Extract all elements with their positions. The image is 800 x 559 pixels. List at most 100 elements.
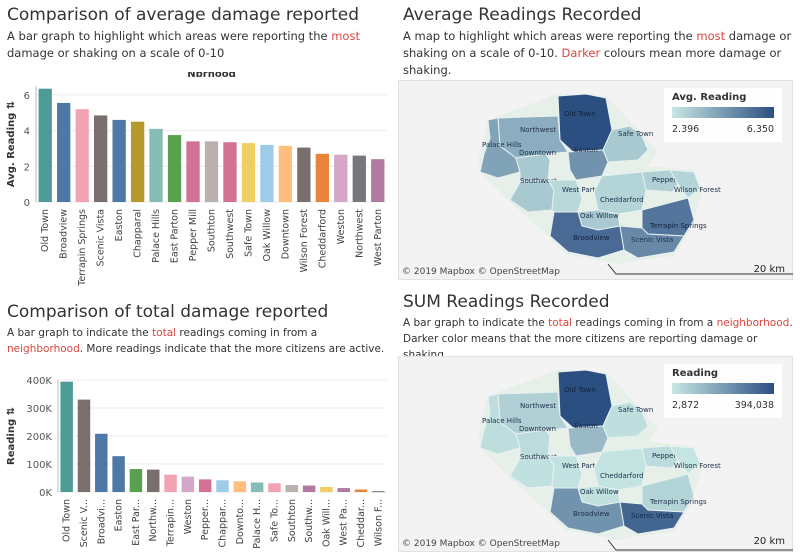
x-tick-label: Chappar... bbox=[218, 499, 229, 547]
x-tick-label: Chapparal bbox=[133, 209, 144, 258]
bar-northw- bbox=[147, 469, 160, 492]
x-tick-label: East Par... bbox=[131, 499, 142, 546]
map-region-label: Southwest bbox=[520, 453, 557, 461]
y-tick-label: 2 bbox=[24, 162, 30, 173]
map-region-wilson-forest[interactable] bbox=[669, 445, 701, 475]
bar-east-par- bbox=[129, 469, 143, 492]
bar-southton bbox=[285, 485, 298, 492]
avg-bar-title: Comparison of average damage reported bbox=[7, 5, 359, 25]
bar-safe-town bbox=[241, 143, 256, 202]
map-region-label: Old Town bbox=[564, 110, 596, 118]
bar-terrapin- bbox=[164, 474, 177, 492]
x-tick-label: Wilson Forest bbox=[299, 209, 310, 273]
map-region-label: Southwest bbox=[520, 177, 557, 185]
y-tick-label: 300K bbox=[26, 404, 52, 415]
bar-palace-hills bbox=[149, 128, 163, 202]
scale-bar bbox=[607, 263, 793, 275]
map-region-label: Terrapin Springs bbox=[649, 222, 707, 230]
bar-southwest bbox=[223, 142, 237, 202]
map-scale-label: 20 km bbox=[754, 536, 785, 547]
scale-bar bbox=[607, 539, 793, 551]
map-region-label: Terrapin Springs bbox=[649, 498, 707, 506]
sum-map-description: A bar graph to indicate the total readin… bbox=[403, 317, 793, 361]
bar-oak-willow bbox=[260, 144, 274, 202]
map-region-label: Pepper Mill bbox=[652, 176, 691, 184]
map-region-scenic-vista[interactable] bbox=[619, 225, 685, 259]
bar-easton bbox=[112, 119, 126, 202]
map-region-safe-town[interactable] bbox=[602, 401, 649, 439]
bar-scenic-v- bbox=[77, 399, 91, 492]
x-tick-label: Weston bbox=[183, 499, 194, 534]
legend-min: 2.396 bbox=[672, 124, 699, 135]
x-tick-label: West Pa... bbox=[339, 499, 350, 546]
avg-map-panel: Average Readings Recorded A map to highl… bbox=[403, 5, 793, 79]
map-region-label: Scenic Vista bbox=[631, 512, 673, 520]
x-tick-label: Wilson F... bbox=[373, 499, 384, 546]
map-region-west-parton[interactable] bbox=[547, 455, 583, 489]
x-tick-label: Safe To... bbox=[269, 499, 280, 542]
x-tick-label: Easton bbox=[114, 209, 125, 241]
bar-broadview bbox=[57, 102, 71, 202]
x-tick-label: Cheddarford bbox=[317, 209, 328, 268]
map-region-label: West Parton bbox=[562, 462, 604, 470]
map-region-label: Easton bbox=[574, 146, 598, 154]
legend-min: 2,872 bbox=[672, 400, 699, 411]
x-tick-label: Cheddar... bbox=[356, 499, 367, 547]
y-tick-label: 200K bbox=[26, 432, 52, 443]
bar-east-parton bbox=[167, 135, 182, 202]
map-region-label: Cheddarford bbox=[600, 472, 644, 480]
map-region-old-town[interactable] bbox=[557, 93, 613, 153]
avg-reading-map[interactable]: Old Town Northwest Safe Town Palace HillsDo… bbox=[398, 80, 793, 280]
map-region-label: Safe Town bbox=[618, 130, 653, 138]
map-region-scenic-vista[interactable] bbox=[619, 501, 685, 535]
x-tick-label: Terrapin Springs bbox=[77, 209, 88, 287]
map-region-label: Downtown bbox=[519, 149, 556, 157]
legend-title: Avg. Reading bbox=[672, 92, 746, 103]
bar-chappar- bbox=[216, 480, 229, 492]
avg-reading-bar-chart: Nbrhood Avg. Reading ⇅ 0 2 4 6 Old Town Broadvi… bbox=[6, 72, 387, 287]
sum-map-title: SUM Readings Recorded bbox=[403, 292, 610, 312]
legend-max: 6.350 bbox=[747, 124, 774, 135]
avg-bar-description: A bar graph to highlight which areas wer… bbox=[7, 29, 360, 60]
x-tick-label: West Parton bbox=[373, 209, 384, 266]
map-scale-label: 20 km bbox=[754, 264, 785, 275]
map-region-label: Oak Willow bbox=[580, 212, 619, 220]
y-tick-label: 0K bbox=[39, 488, 52, 499]
map-region-safe-town[interactable] bbox=[602, 125, 649, 163]
bar-pepper- bbox=[198, 479, 212, 492]
y-tick-label: 0 bbox=[24, 198, 30, 209]
bar-southw- bbox=[302, 485, 316, 492]
map-region-palace-hills[interactable] bbox=[479, 393, 521, 455]
x-tick-label: Downto... bbox=[235, 499, 246, 544]
map-region-palace-hills[interactable] bbox=[479, 117, 521, 179]
y-tick-label: 100K bbox=[26, 460, 52, 471]
map-region-cheddarford[interactable] bbox=[593, 171, 647, 215]
sum-bar-panel: Comparison of total damage reported A ba… bbox=[7, 302, 392, 357]
y-tick-label: 400K bbox=[26, 376, 52, 387]
chart-header-title: Nbrhood bbox=[198, 372, 246, 375]
map-region-label: Wilson Forest bbox=[674, 462, 721, 470]
legend-max: 394,038 bbox=[735, 400, 774, 411]
x-tick-label: Scenic Vista bbox=[96, 209, 107, 266]
map-region-west-parton[interactable] bbox=[547, 179, 583, 213]
x-tick-label: Southton bbox=[207, 209, 218, 252]
x-tick-label: Southw... bbox=[304, 499, 315, 543]
map-region-old-town[interactable] bbox=[557, 369, 613, 429]
map-regions: Old Town Northwest Safe Town Palace HillsDo… bbox=[478, 93, 793, 275]
y-axis-label: Reading ⇅ bbox=[6, 407, 17, 465]
map-region-label: Wilson Forest bbox=[674, 186, 721, 194]
map-region-cheddarford[interactable] bbox=[593, 447, 647, 491]
bar-west-parton bbox=[371, 159, 385, 202]
x-tick-label: Oak Willow bbox=[262, 209, 273, 262]
map-region-label: Oak Willow bbox=[580, 488, 619, 496]
x-tick-label: Old Town bbox=[40, 209, 51, 252]
y-tick-label: 4 bbox=[24, 127, 30, 138]
map-region-label: Old Town bbox=[564, 386, 596, 394]
map-regions: Old Town Northwest Safe Town Palace HillsDo… bbox=[478, 369, 793, 551]
bar-downtown bbox=[278, 145, 293, 202]
bar-cheddarford bbox=[315, 153, 329, 202]
sum-reading-map[interactable]: Old Town Northwest Safe Town Palace HillsDo… bbox=[398, 356, 793, 552]
avg-map-title: Average Readings Recorded bbox=[403, 5, 642, 25]
bar-southton bbox=[204, 141, 219, 202]
map-region-wilson-forest[interactable] bbox=[669, 169, 701, 199]
